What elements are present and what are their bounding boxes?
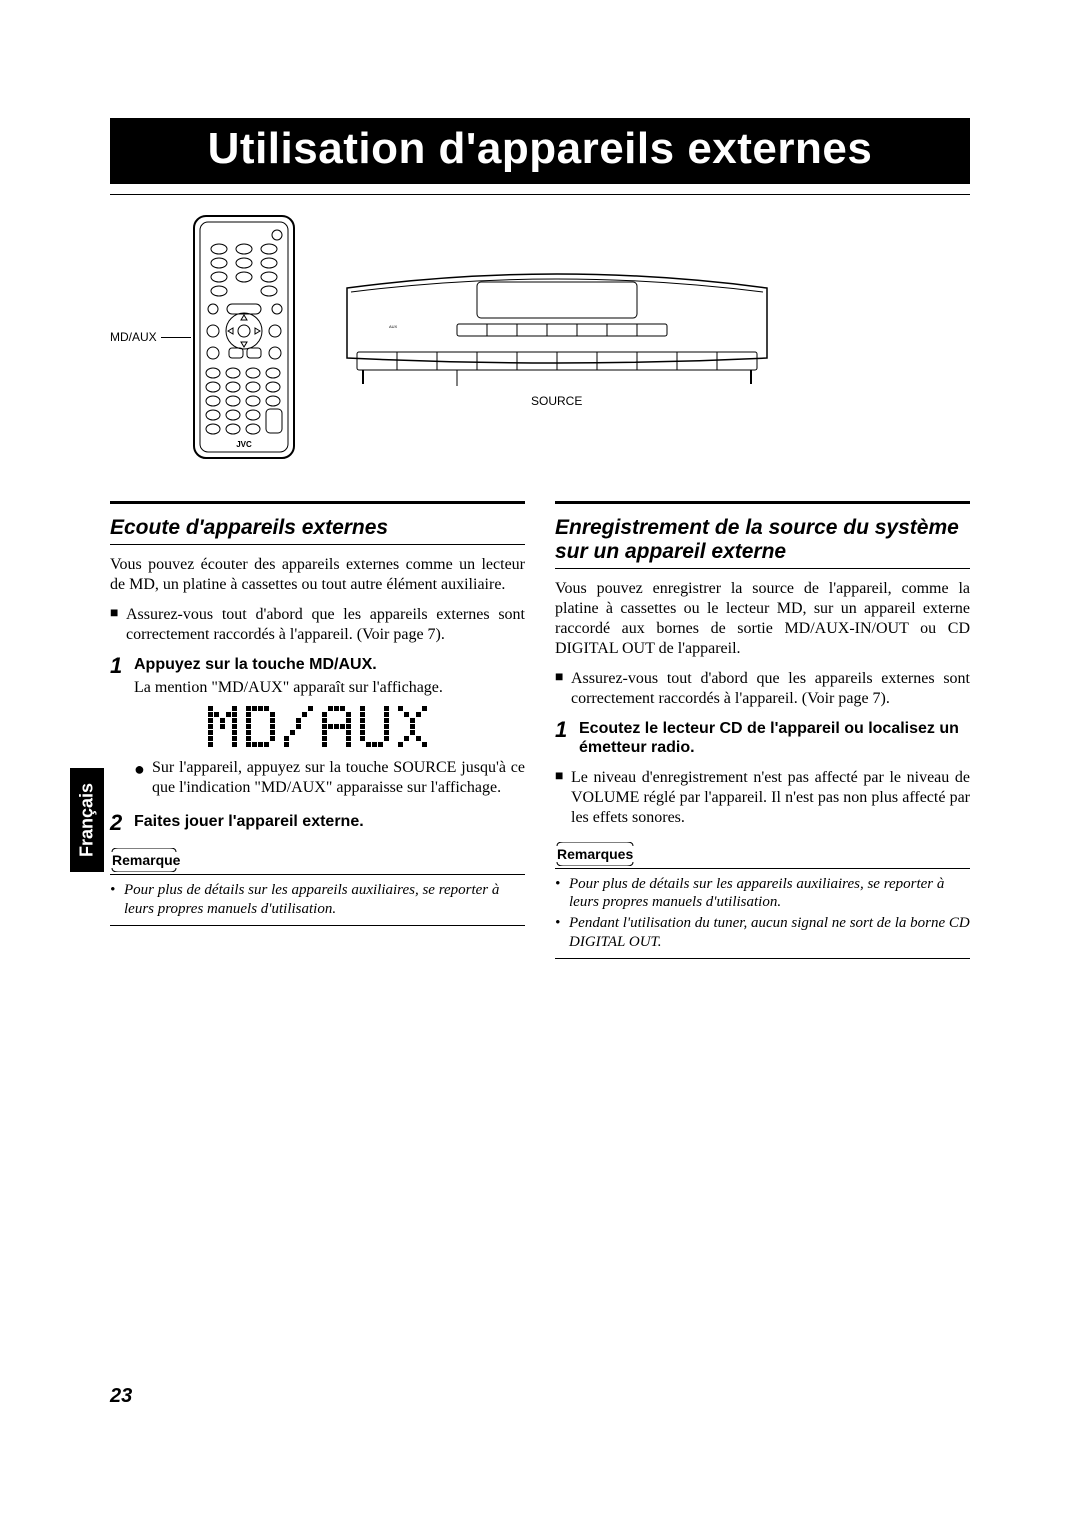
left-step1-text: La mention "MD/AUX" apparaît sur l'affic… <box>134 678 525 698</box>
left-step1-title: Appuyez sur la touche MD/AUX. <box>134 655 525 674</box>
left-top-rule <box>110 501 525 504</box>
remote-svg: JVC <box>191 213 297 461</box>
right-step-1: 1 Ecoutez le lecteur CD de l'appareil ou… <box>555 719 970 757</box>
right-level-text: Le niveau d'enregistrement n'est pas aff… <box>571 768 970 828</box>
remote-figure: MD/AUX <box>110 213 297 461</box>
left-step1-sub-text: Sur l'appareil, appuyez sur la touche SO… <box>152 758 525 798</box>
language-tab: Français <box>70 768 104 872</box>
right-note-2-text: Pendant l'utilisation du tuner, aucun si… <box>569 914 970 952</box>
left-intro: Vous pouvez écouter des appareils extern… <box>110 555 525 595</box>
right-heading-rule <box>555 568 970 569</box>
left-sq-bullet: ■ Assurez-vous tout d'abord que les appa… <box>110 605 525 645</box>
right-note-label: Remarques <box>557 846 633 862</box>
right-top-rule <box>555 501 970 504</box>
left-note-1: • Pour plus de détails sur les appareils… <box>110 881 525 919</box>
right-sq-bullet-text: Assurez-vous tout d'abord que les appare… <box>571 669 970 709</box>
step-number: 2 <box>110 812 134 834</box>
remote-brand: JVC <box>236 440 252 449</box>
dotmatrix-svg <box>208 706 428 748</box>
right-step1-title: Ecoutez le lecteur CD de l'appareil ou l… <box>579 719 970 757</box>
square-bullet-icon: ■ <box>555 768 571 828</box>
square-bullet-icon: ■ <box>555 669 571 709</box>
square-bullet-icon: ■ <box>110 605 126 645</box>
left-step1-subbullet: ● Sur l'appareil, appuyez sur la touche … <box>110 758 525 798</box>
right-sq-bullet: ■ Assurez-vous tout d'abord que les appa… <box>555 669 970 709</box>
bullet-icon: • <box>555 914 569 952</box>
left-note-label: Remarque <box>112 852 180 868</box>
unit-svg: AUX <box>327 266 787 388</box>
right-column: Enregistrement de la source du système s… <box>555 501 970 959</box>
left-note-head: Remarque <box>110 848 525 874</box>
left-step2-title: Faites jouer l'appareil externe. <box>134 812 525 831</box>
bullet-icon: • <box>110 881 124 919</box>
left-step-2: 2 Faites jouer l'appareil externe. <box>110 812 525 834</box>
left-note-bottom-rule <box>110 925 525 926</box>
left-heading: Ecoute d'appareils externes <box>110 516 525 540</box>
step-number: 1 <box>555 719 579 757</box>
right-note-2: • Pendant l'utilisation du tuner, aucun … <box>555 914 970 952</box>
svg-text:AUX: AUX <box>389 324 398 329</box>
dotmatrix-display <box>110 706 525 748</box>
bullet-icon: • <box>555 875 569 913</box>
source-label: SOURCE <box>531 394 582 408</box>
left-sq-bullet-text: Assurez-vous tout d'abord que les appare… <box>126 605 525 645</box>
right-note-bottom-rule <box>555 958 970 959</box>
right-note-head: Remarques <box>555 842 970 868</box>
right-heading: Enregistrement de la source du système s… <box>555 516 970 564</box>
left-heading-rule <box>110 544 525 545</box>
right-level-bullet: ■ Le niveau d'enregistrement n'est pas a… <box>555 768 970 828</box>
disc-bullet-icon: ● <box>134 758 152 798</box>
page-number: 23 <box>110 1385 132 1408</box>
page-title: Utilisation d'appareils externes <box>110 118 970 184</box>
mdaux-label: MD/AUX <box>110 330 157 344</box>
left-note-top-rule <box>110 874 525 875</box>
left-step-1: 1 Appuyez sur la touche MD/AUX. La menti… <box>110 655 525 698</box>
right-note-1: • Pour plus de détails sur les appareils… <box>555 875 970 913</box>
right-intro: Vous pouvez enregistrer la source de l'a… <box>555 579 970 659</box>
step-number: 1 <box>110 655 134 698</box>
left-column: Ecoute d'appareils externes Vous pouvez … <box>110 501 525 959</box>
mdaux-leader-line <box>161 337 191 338</box>
right-note-top-rule <box>555 868 970 869</box>
right-note-1-text: Pour plus de détails sur les appareils a… <box>569 875 970 913</box>
left-note-1-text: Pour plus de détails sur les appareils a… <box>124 881 525 919</box>
unit-figure: AUX <box>327 266 787 408</box>
figure-row: MD/AUX <box>110 195 970 501</box>
